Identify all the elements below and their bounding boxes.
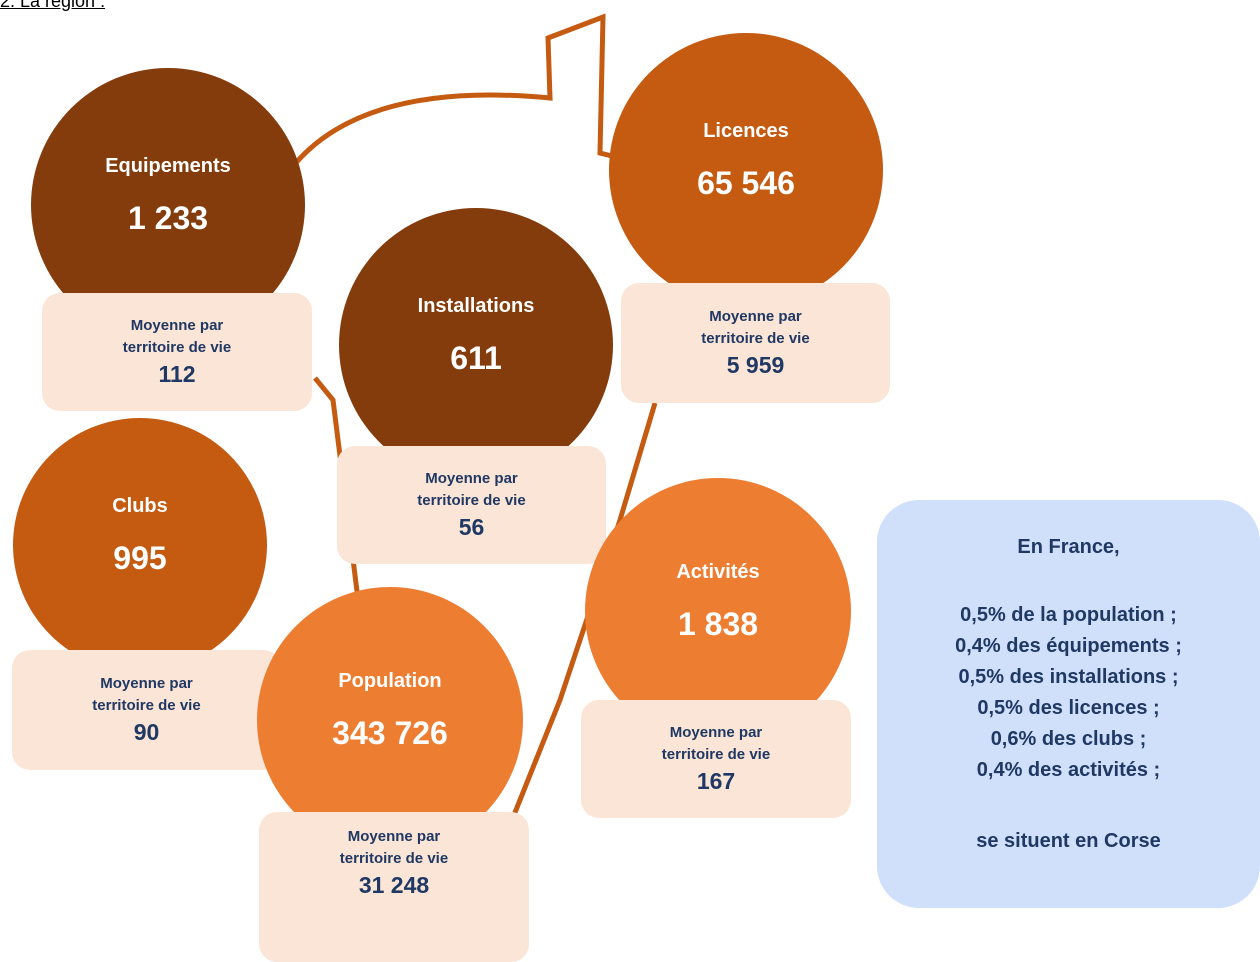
circle: Clubs 995 — [13, 418, 267, 672]
average-value: 167 — [696, 768, 736, 794]
circle: Licences 65 546 — [609, 33, 883, 307]
circle-label: Licences — [703, 120, 789, 142]
france-line: 0,4% des équipements ; — [955, 635, 1182, 657]
circle-label: Clubs — [112, 495, 168, 517]
average-box: Moyenne par territoire de vie 112 — [42, 293, 312, 411]
average-value: 112 — [158, 361, 196, 387]
average-box: Moyenne par territoire de vie 167 — [581, 700, 851, 818]
circle-label: Equipements — [105, 155, 231, 177]
circle-value: 343 726 — [332, 715, 448, 751]
average-label: Moyenne par territoire de vie — [417, 470, 526, 509]
average-value: 5 959 — [726, 352, 785, 378]
average-box: Moyenne par territoire de vie 90 — [12, 650, 281, 770]
france-box: En France, 0,5% de la population ; 0,4% d… — [877, 500, 1260, 908]
france-line: 0,5% de la population ; — [960, 604, 1177, 626]
average-value: 90 — [133, 719, 160, 745]
circle-label: Activités — [676, 561, 760, 583]
circle-value: 1 838 — [677, 606, 759, 642]
average-box: Moyenne par territoire de vie 31 248 — [259, 812, 529, 962]
france-lines: 0,5% de la population ; 0,4% des équipeme… — [877, 600, 1260, 786]
heading: 2. La région : — [0, 0, 106, 11]
average-label: Moyenne par territoire de vie — [661, 724, 771, 763]
circle: Installations 611 — [339, 208, 613, 482]
average-label: Moyenne par territoire de vie — [122, 317, 232, 356]
france-line: 0,6% des clubs ; — [990, 728, 1147, 750]
average-box: Moyenne par territoire de vie 56 — [337, 446, 606, 564]
average-label: Moyenne par territoire de vie — [339, 828, 449, 867]
average-value: 56 — [458, 514, 485, 540]
circle-value: 995 — [113, 540, 167, 576]
france-footer: se situent en Corse — [976, 830, 1161, 852]
france-line: 0,5% des licences ; — [977, 697, 1160, 719]
circle-value: 611 — [450, 340, 502, 376]
outline-top — [288, 13, 613, 172]
circle: Activités 1 838 — [585, 478, 851, 744]
circle-label: Population — [338, 670, 442, 692]
circle: Population 343 726 — [257, 587, 523, 853]
circle-value: 1 233 — [127, 200, 209, 236]
average-label: Moyenne par territoire de vie — [92, 675, 201, 714]
france-title: En France, — [1017, 536, 1120, 558]
france-line: 0,5% des installations ; — [958, 666, 1179, 688]
circle-label: Installations — [417, 295, 535, 317]
france-line: 0,4% des activités ; — [976, 759, 1161, 781]
average-label: Moyenne par territoire de vie — [701, 308, 810, 347]
circle-value: 65 546 — [697, 165, 795, 201]
average-box: Moyenne par territoire de vie 5 959 — [621, 283, 890, 403]
average-value: 31 248 — [358, 872, 430, 898]
